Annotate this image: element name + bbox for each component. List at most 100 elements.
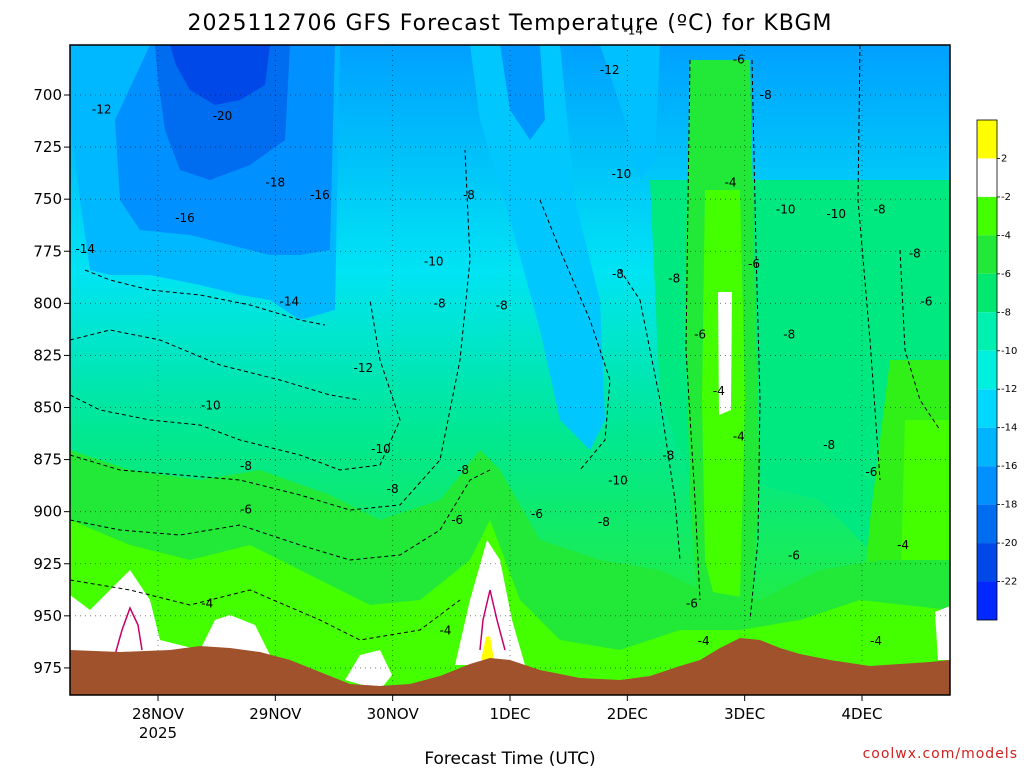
watermark: coolwx.com/models	[863, 746, 1018, 762]
isotherm-line-minus-12	[70, 329, 361, 401]
contour-value-label: -6	[686, 596, 698, 610]
y-axis: 700 725 750 775 800 825 850 875 900 925 950 975	[33, 86, 70, 677]
colorbar-swatch	[977, 158, 997, 197]
region-above-minus-2-e	[935, 606, 950, 660]
contour-value-label: -16	[175, 211, 195, 225]
contour-value-label: -8	[496, 298, 508, 312]
contour-value-label: -6	[733, 53, 745, 67]
colorbar-swatch	[977, 504, 997, 544]
isotherm-line-minus-6-strip-east	[749, 59, 761, 621]
x-tick-label: 4DEC	[841, 705, 882, 723]
contour-value-label: -10	[201, 398, 221, 412]
contour-value-label: -8	[823, 438, 835, 452]
contour-value-label: -4	[870, 634, 882, 648]
x-tick-label: 3DEC	[724, 705, 765, 723]
contour-value-label: -6	[240, 503, 252, 517]
contour-value-label: -6	[531, 507, 543, 521]
isotherm-line-minus-4	[70, 579, 461, 641]
contour-value-label: -6	[748, 257, 760, 271]
colorbar: 2 -2 -4 -6 -8 -10 -12 -14 -16 -18 -20 -22	[976, 119, 1017, 621]
colorbar-label: -14	[1001, 423, 1017, 434]
isotherm-line-minus-6-strip	[685, 59, 701, 601]
contour-value-label: -18	[266, 176, 286, 190]
x-tick-label: 29NOV	[249, 705, 302, 723]
region-cold-tongue-2	[600, 45, 660, 180]
colorbar-label: -6	[1001, 269, 1011, 280]
contour-value-label: -12	[354, 361, 374, 375]
y-tick-label: 800	[33, 294, 62, 312]
contour-value-label: -14	[280, 294, 300, 308]
terrain	[70, 638, 950, 695]
isotherm-line-minus-6-far-east	[899, 249, 941, 431]
plot-area	[70, 45, 950, 695]
y-tick-label: 875	[33, 451, 62, 469]
colorbar-swatch	[977, 427, 997, 467]
x-tick-label: 30NOV	[367, 705, 420, 723]
colorbar-label: -8	[1001, 307, 1011, 318]
contour-value-label: -6	[788, 548, 800, 562]
contour-value-label: -4	[725, 176, 737, 190]
contour-value-label: -8	[240, 459, 252, 473]
region-above-zero	[481, 636, 494, 660]
region-above-minus-2-c	[345, 650, 392, 690]
contour-labels: -12 -20 -18 -16 -16 -14 -14 -12 -10 -10 -8 -6 -4 -10 -…	[75, 23, 932, 647]
colorbar-swatch	[977, 312, 997, 351]
x-tick-label: 1DEC	[489, 705, 530, 723]
y-tick-label: 900	[33, 503, 62, 521]
contour-value-label: -20	[213, 109, 233, 123]
y-tick-label: 825	[33, 346, 62, 364]
chart-title: 2025112706 GFS Forecast Temperature (ºC)…	[188, 11, 833, 36]
contour-value-label: -8	[387, 482, 399, 496]
colorbar-swatch	[977, 543, 997, 582]
contour-value-label: -8	[668, 271, 680, 285]
isotherm-line-minus-10	[70, 299, 401, 471]
x-tick-label: 28NOV	[132, 705, 185, 723]
colorbar-swatch	[977, 389, 997, 428]
contour-value-label: -10	[826, 207, 846, 221]
x-tick-label: 2DEC	[607, 705, 648, 723]
colorbar-swatch	[977, 273, 997, 313]
contour-value-label: -4	[698, 634, 710, 648]
y-tick-label: 775	[33, 242, 62, 260]
colorbar-swatch	[977, 466, 997, 505]
contour-value-label: -10	[371, 442, 391, 456]
contour-value-label: -8	[463, 188, 475, 202]
colorbar-label: -2	[1001, 192, 1011, 203]
colorbar-label: -12	[1001, 384, 1017, 395]
contour-value-label: -10	[776, 203, 796, 217]
colorbar-label: -18	[1001, 500, 1017, 511]
contour-value-label: -16	[310, 188, 330, 202]
y-tick-label: 975	[33, 659, 62, 677]
colorbar-label: 2	[1001, 153, 1007, 164]
contour-value-label: -12	[92, 103, 112, 117]
contour-value-label: -8	[457, 463, 469, 477]
region-cold-tongue	[470, 45, 605, 450]
y-tick-label: 725	[33, 138, 62, 156]
freezing-line	[114, 589, 506, 656]
contour-value-label: -8	[783, 328, 795, 342]
region-above-minus-2-d	[718, 292, 732, 415]
contour-value-label: -4	[201, 596, 213, 610]
region-above-minus-2-b	[455, 540, 525, 665]
contour-value-label: -8	[874, 203, 886, 217]
contour-value-label: -10	[424, 255, 444, 269]
contour-value-label: -12	[600, 63, 620, 77]
contour-value-label: -8	[760, 88, 772, 102]
isotherm-line-minus-8-far-east	[857, 45, 881, 481]
contour-value-label: -10	[608, 473, 628, 487]
time-grid	[157, 45, 863, 695]
isotherm-line-minus-8	[70, 149, 471, 511]
colorbar-label: -16	[1001, 461, 1017, 472]
contour-value-label: -6	[694, 328, 706, 342]
x-tick-sublabel: 2025	[139, 724, 177, 742]
colorbar-swatch	[977, 581, 997, 620]
region-minus-22	[170, 45, 270, 105]
contour-value-label: -6	[921, 294, 933, 308]
region-cold-tongue-core	[500, 45, 545, 140]
colorbar-label: -10	[1001, 346, 1017, 357]
contour-value-label: -8	[909, 246, 921, 260]
y-tick-label: 750	[33, 190, 62, 208]
isotherm-line-minus-8-east	[619, 269, 681, 561]
y-tick-label: 925	[33, 555, 62, 573]
